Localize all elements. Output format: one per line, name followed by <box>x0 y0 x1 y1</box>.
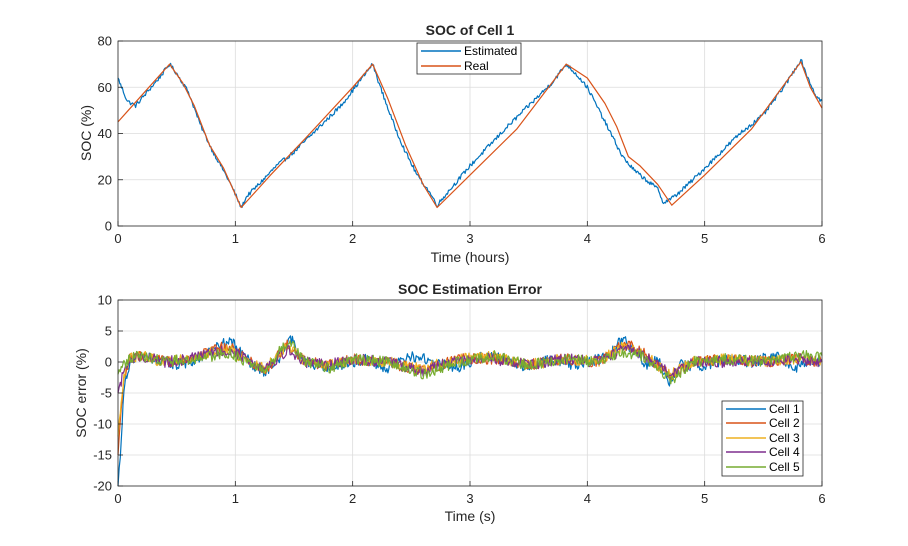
soc-x-tick-label: 1 <box>232 231 239 246</box>
soc-y-tick-label: 60 <box>98 80 112 95</box>
error-chart: SOC Estimation Error 0 1 2 3 4 5 6-20-15-10-50… <box>73 281 826 524</box>
error-y-tick-label: -10 <box>93 417 112 432</box>
error-y-tick-label: 5 <box>105 324 112 339</box>
error-y-tick-label: -5 <box>100 386 112 401</box>
error-legend-label-cell-2: Cell 2 <box>769 416 800 430</box>
error-legend: Cell 1 Cell 2 Cell 3 Cell 4 Cell 5 <box>721 400 804 477</box>
soc-y-tick-label: 80 <box>98 34 112 49</box>
soc-legend-label-real: Real <box>464 59 489 73</box>
soc-x-axis-label: Time (hours) <box>431 249 510 265</box>
error-y-tick-label: 0 <box>105 355 112 370</box>
soc-legend: Estimated Real <box>416 42 522 75</box>
error-x-tick-label: 6 <box>818 491 825 506</box>
error-legend-label-cell-4: Cell 4 <box>769 445 800 459</box>
error-y-axis-label: SOC error (%) <box>73 348 89 437</box>
error-series-line-cell-1 <box>117 335 823 487</box>
soc-y-tick-label: 0 <box>105 219 112 234</box>
error-chart-title: SOC Estimation Error <box>398 281 542 297</box>
soc-x-tick-label: 5 <box>701 231 708 246</box>
soc-y-tick-label: 20 <box>98 172 112 187</box>
soc-x-tick-label: 4 <box>584 231 591 246</box>
soc-x-tick-label: 2 <box>349 231 356 246</box>
soc-chart-title: SOC of Cell 1 <box>426 22 515 38</box>
error-x-tick-label: 5 <box>701 491 708 506</box>
soc-series-lines <box>117 58 823 209</box>
error-legend-label-cell-3: Cell 3 <box>769 431 800 445</box>
error-y-tick-label: -20 <box>93 479 112 494</box>
error-x-tick-label: 2 <box>349 491 356 506</box>
error-x-tick-label: 1 <box>232 491 239 506</box>
error-x-tick-label: 3 <box>466 491 473 506</box>
error-x-axis-label: Time (s) <box>445 508 496 524</box>
error-series-lines <box>117 335 823 487</box>
error-ticks: 0 1 2 3 4 5 6 -20 -15 -10 -5 0 5 10 <box>93 293 825 507</box>
error-y-tick-label: 10 <box>98 293 112 308</box>
error-legend-label-cell-5: Cell 5 <box>769 460 800 474</box>
soc-legend-label-estimated: Estimated <box>464 44 517 58</box>
soc-x-tick-label: 6 <box>818 231 825 246</box>
soc-x-tick-label: 3 <box>466 231 473 246</box>
soc-x-tick-label: 0 <box>114 231 121 246</box>
error-legend-label-cell-1: Cell 1 <box>769 402 800 416</box>
soc-y-tick-label: 40 <box>98 126 112 141</box>
error-x-tick-label: 4 <box>584 491 591 506</box>
error-x-tick-label: 0 <box>114 491 121 506</box>
error-series-line-cell-5 <box>117 340 823 385</box>
soc-series-line-real <box>117 61 823 209</box>
soc-y-axis-label: SOC (%) <box>78 105 94 161</box>
error-y-tick-label: -15 <box>93 448 112 463</box>
soc-legend-box <box>416 42 522 75</box>
